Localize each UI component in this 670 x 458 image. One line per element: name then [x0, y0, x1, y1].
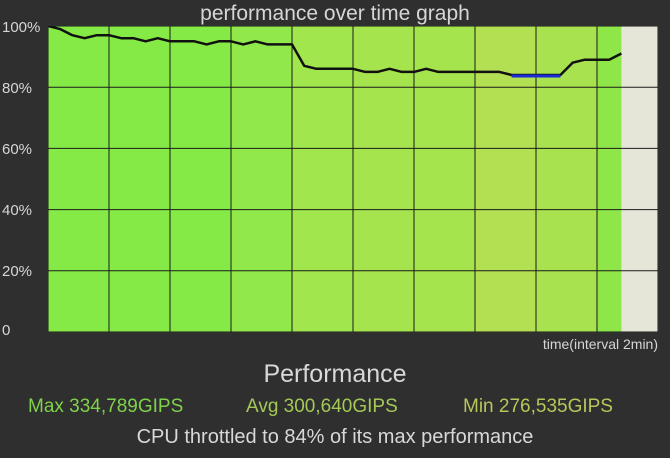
- performance-title: Performance: [263, 360, 407, 388]
- y-tick-80: 80%: [2, 80, 33, 97]
- max-performance: Max 334,789GIPS: [28, 396, 184, 417]
- avg-performance: Avg 300,640GIPS: [246, 396, 398, 417]
- graph-title: performance over time graph: [200, 2, 470, 25]
- interval-fill-5: [353, 26, 414, 332]
- interval-fill-1: [109, 26, 170, 332]
- performance-chart: [48, 26, 658, 332]
- interval-fill-4: [292, 26, 353, 332]
- interval-fill-8: [536, 26, 597, 332]
- interval-fill-2: [170, 26, 231, 332]
- interval-fill-6: [414, 26, 475, 332]
- y-tick-100: 100%: [2, 19, 41, 36]
- throttle-summary: CPU throttled to 84% of its max performa…: [136, 426, 534, 448]
- y-tick-0: 0: [2, 322, 11, 339]
- x-axis-label: time(interval 2min): [542, 336, 658, 352]
- interval-fill-9: [597, 26, 622, 332]
- y-tick-40: 40%: [2, 202, 33, 219]
- interval-fill-3: [231, 26, 292, 332]
- y-tick-20: 20%: [2, 263, 33, 280]
- y-tick-60: 60%: [2, 141, 33, 158]
- interval-fill-0: [48, 26, 109, 332]
- min-performance: Min 276,535GIPS: [463, 396, 613, 417]
